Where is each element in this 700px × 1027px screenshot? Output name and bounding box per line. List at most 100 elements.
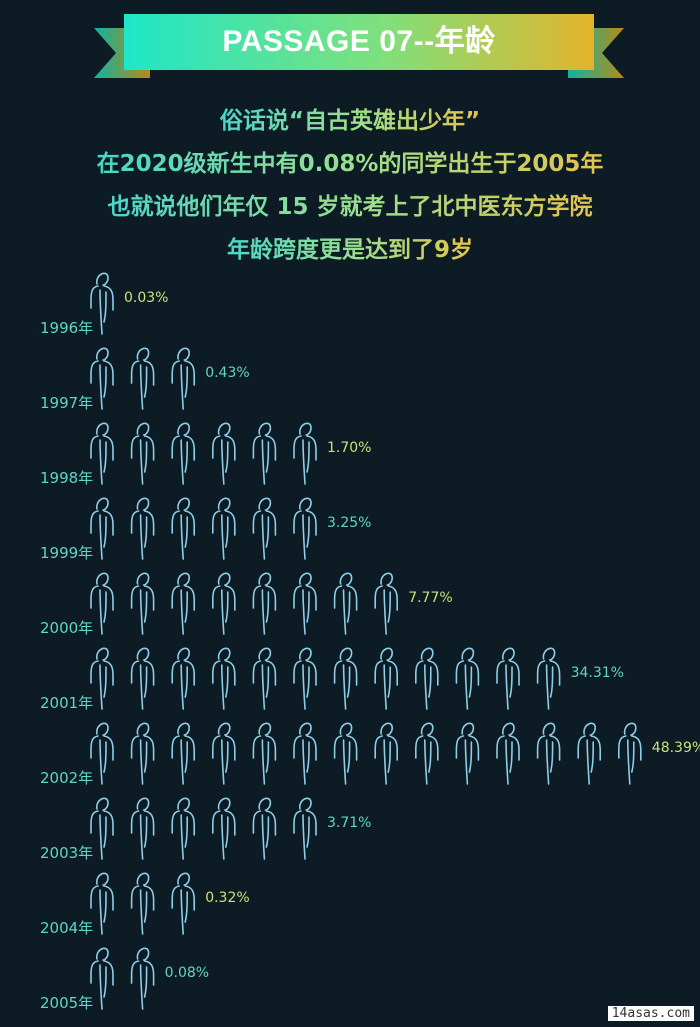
intro-line-4: 年龄跨度更是达到了9岁: [227, 229, 473, 272]
value-label: 7.77%: [408, 590, 452, 606]
chart-row: 1998年 1.70%: [40, 422, 371, 487]
year-label: 1997年: [40, 394, 93, 412]
person-icon: [90, 347, 114, 410]
person-icon: [171, 497, 195, 560]
intro-line-1: 俗话说“自古英雄出少年”: [220, 100, 480, 143]
person-icon: [212, 572, 236, 635]
chart-row: 2005年 0.08%: [40, 947, 209, 1012]
person-icon: [415, 722, 439, 785]
person-icon: [455, 647, 480, 710]
person-icon: [536, 647, 561, 710]
intro-line-3: 也就说他们年仅 15 岁就考上了北中医东方学院: [107, 186, 592, 229]
person-icon: [90, 722, 114, 785]
person-icon: [90, 497, 114, 560]
year-label: 1999年: [40, 544, 93, 562]
value-label: 3.25%: [327, 515, 371, 531]
person-icon: [90, 422, 114, 485]
person-icon: [212, 647, 236, 710]
value-label: 34.31%: [571, 665, 624, 681]
person-icon: [374, 572, 398, 635]
chart-row: 2000年 7.77%: [40, 572, 453, 637]
year-label: 1998年: [40, 469, 93, 487]
person-icon: [171, 797, 195, 860]
year-label: 2001年: [40, 694, 93, 712]
year-label: 2005年: [40, 994, 93, 1012]
value-label: 3.71%: [327, 815, 371, 831]
person-icon: [293, 797, 317, 860]
year-label: 2004年: [40, 919, 93, 937]
person-icon: [333, 647, 358, 710]
person-icon: [130, 722, 155, 785]
person-icon: [130, 347, 155, 410]
person-icon: [130, 647, 155, 710]
person-icon: [374, 647, 398, 710]
person-icon: [252, 422, 277, 485]
chart-row: 1996年 0.03%: [40, 272, 168, 337]
banner-ribbon-shape: [94, 14, 624, 78]
person-icon: [293, 497, 317, 560]
person-icon: [333, 572, 358, 635]
person-icon: [293, 722, 317, 785]
person-icon: [374, 722, 398, 785]
person-icon: [130, 797, 155, 860]
person-icon: [252, 797, 277, 860]
person-icon: [577, 722, 601, 785]
chart-row: 2003年 3.71%: [40, 797, 371, 862]
person-icon: [496, 722, 520, 785]
person-icon: [90, 872, 114, 935]
person-icon: [618, 722, 642, 785]
value-label: 0.08%: [165, 965, 209, 981]
person-icon: [212, 722, 236, 785]
year-label: 2002年: [40, 769, 93, 787]
header-banner: PASSAGE 07--年龄: [94, 14, 624, 78]
person-icon: [90, 272, 114, 335]
person-icon: [252, 647, 277, 710]
person-icon: [212, 422, 236, 485]
person-icon: [130, 947, 155, 1010]
value-label: 0.32%: [205, 890, 249, 906]
person-icon: [171, 647, 195, 710]
person-icon: [130, 497, 155, 560]
person-icon: [130, 872, 155, 935]
year-label: 2000年: [40, 619, 93, 637]
page-title: PASSAGE 07--年龄: [222, 25, 496, 58]
age-pictogram-chart: 1996年 0.03% 1997年 0.43% 1998年 1.70% 1999年 3.25%…: [40, 272, 700, 1012]
person-icon: [293, 422, 317, 485]
person-icon: [496, 647, 520, 710]
value-label: 0.03%: [124, 290, 168, 306]
person-icon: [130, 572, 155, 635]
intro-text: 俗话说“自古英雄出少年” 在2020级新生中有0.08%的同学出生于2005年 …: [0, 100, 700, 272]
person-icon: [171, 872, 195, 935]
value-label: 0.43%: [205, 365, 249, 381]
person-icon: [212, 497, 236, 560]
person-icon: [293, 647, 317, 710]
person-icon: [212, 797, 236, 860]
chart-row: 2002年 48.39%: [40, 722, 700, 787]
intro-line-2: 在2020级新生中有0.08%的同学出生于2005年: [97, 143, 604, 186]
chart-row: 1997年 0.43%: [40, 347, 250, 412]
person-icon: [252, 722, 277, 785]
watermark: 14asas.com: [607, 1006, 694, 1021]
person-icon: [171, 572, 195, 635]
person-icon: [252, 572, 277, 635]
person-icon: [130, 422, 155, 485]
chart-row: 2004年 0.32%: [40, 872, 250, 937]
person-icon: [455, 722, 480, 785]
person-icon: [333, 722, 358, 785]
person-icon: [415, 647, 439, 710]
chart-row: 2001年 34.31%: [40, 647, 624, 712]
value-label: 48.39%: [652, 740, 700, 756]
person-icon: [252, 497, 277, 560]
value-label: 1.70%: [327, 440, 371, 456]
chart-row: 1999年 3.25%: [40, 497, 371, 562]
person-icon: [171, 422, 195, 485]
person-icon: [171, 347, 195, 410]
year-label: 2003年: [40, 844, 93, 862]
person-icon: [90, 572, 114, 635]
person-icon: [536, 722, 561, 785]
person-icon: [90, 947, 114, 1010]
person-icon: [293, 572, 317, 635]
person-icon: [90, 797, 114, 860]
person-icon: [90, 647, 114, 710]
person-icon: [171, 722, 195, 785]
